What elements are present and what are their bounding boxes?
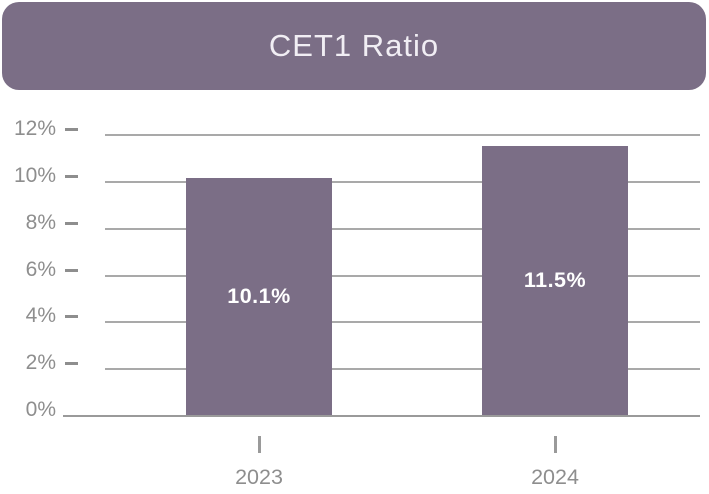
x-axis-baseline (63, 415, 700, 417)
y-axis-tick-8% (65, 221, 78, 225)
bar-value-label-2023: 10.1% (227, 284, 291, 309)
x-axis-tick-2024 (553, 436, 557, 453)
bar-value-label-2024: 11.5% (523, 267, 587, 292)
y-axis-label-10%: 10% (13, 163, 56, 187)
gridline-6% (105, 274, 700, 277)
x-axis-tick-2023 (257, 436, 261, 453)
y-axis-label-4%: 4% (25, 304, 56, 328)
gridline-2% (105, 368, 700, 371)
y-axis-label-6%: 6% (25, 257, 56, 281)
bar-2024: 11.5% (482, 145, 628, 415)
chart-title: CET1 Ratio (268, 28, 440, 63)
x-axis-label-2023: 2023 (235, 465, 283, 489)
x-axis-label-2024: 2024 (531, 465, 579, 489)
y-axis-tick-6% (65, 268, 78, 272)
y-axis-tick-10% (65, 174, 78, 178)
gridline-12% (105, 134, 700, 136)
y-axis-label-2%: 2% (25, 351, 56, 375)
y-axis-tick-2% (65, 362, 78, 366)
y-axis-tick-12% (65, 128, 78, 131)
chart-title-bar: CET1 Ratio (2, 2, 706, 90)
gridline-8% (105, 227, 700, 230)
gridline-10% (105, 180, 700, 183)
y-axis-label-12%: 12% (13, 117, 56, 140)
bar-2023: 10.1% (186, 178, 332, 415)
y-axis-label-8%: 8% (25, 210, 56, 234)
y-axis-tick-4% (65, 315, 78, 319)
y-axis-label-0%: 0% (25, 398, 56, 421)
gridline-4% (105, 321, 700, 324)
